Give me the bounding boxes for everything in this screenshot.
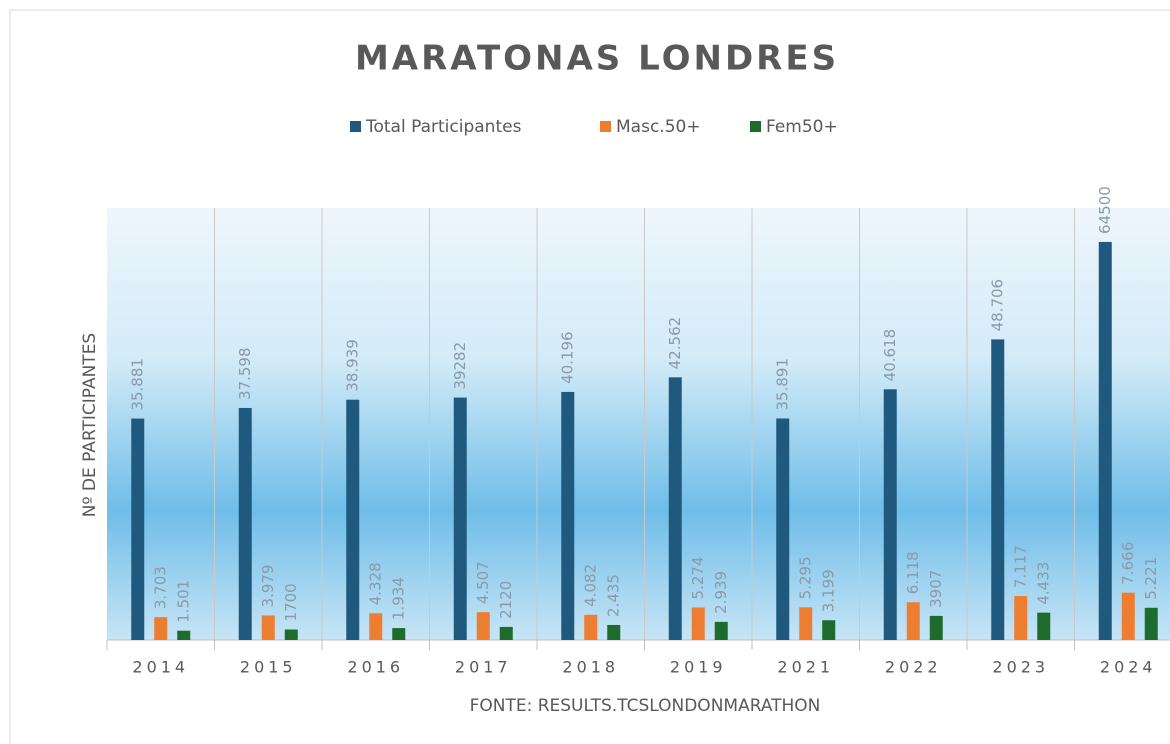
bar [799, 607, 813, 640]
bar [668, 377, 682, 640]
bar [1121, 592, 1135, 640]
x-tick-label: 2023 [992, 658, 1049, 677]
data-label: 40.196 [558, 331, 576, 384]
legend-swatch [600, 121, 611, 132]
bar [284, 629, 298, 640]
data-label: 3907 [927, 570, 945, 608]
bar [906, 602, 920, 640]
data-label: 35.881 [128, 358, 146, 411]
data-label: 3.979 [259, 564, 277, 607]
chart-title: MARATONAS LONDRES [355, 39, 839, 79]
data-label: 4.082 [581, 564, 599, 607]
bar [392, 628, 406, 640]
bar [776, 418, 790, 640]
legend-label: Masc.50+ [616, 117, 701, 137]
bar [1037, 612, 1051, 640]
data-label: 4.433 [1034, 562, 1052, 605]
bar [499, 626, 513, 640]
x-tick-label: 2022 [885, 658, 942, 677]
data-label: 2.939 [712, 571, 730, 614]
bar [476, 612, 490, 640]
data-label: 2.435 [604, 574, 622, 617]
legend-swatch [350, 121, 361, 132]
data-label: 7.666 [1119, 542, 1137, 585]
data-label: 35.891 [773, 358, 791, 411]
legend-label: Total Participantes [365, 117, 522, 137]
bar [607, 624, 621, 640]
bar [1098, 241, 1112, 640]
bar [154, 617, 168, 640]
data-label: 4.507 [474, 561, 492, 604]
bar [261, 615, 275, 640]
data-label: 37.598 [236, 347, 254, 400]
x-tick-label: 2018 [562, 658, 619, 677]
legend-swatch [750, 121, 761, 132]
data-label: 40.618 [881, 329, 899, 382]
bar [177, 630, 191, 640]
data-label: 38.939 [343, 339, 361, 392]
x-tick-label: 2015 [240, 658, 297, 677]
data-label: 5.274 [689, 556, 707, 599]
data-label: 2120 [497, 581, 515, 619]
x-tick-label: 2017 [455, 658, 512, 677]
x-tick-label: 2016 [347, 658, 404, 677]
x-tick-label: 2021 [777, 658, 834, 677]
data-label: 3.703 [151, 566, 169, 609]
y-axis-label: Nº DE PARTICIPANTES [80, 333, 100, 517]
x-tick-label: 2024 [1100, 658, 1157, 677]
data-label: 1.934 [389, 577, 407, 620]
bar [1144, 607, 1158, 640]
bar [714, 621, 728, 640]
data-label: 6.118 [904, 551, 922, 594]
bar [691, 607, 705, 640]
bar [453, 397, 467, 640]
bar [584, 614, 598, 640]
data-label: 64500 [1096, 186, 1114, 234]
bar [822, 620, 836, 640]
bar [883, 389, 897, 640]
frame [9, 9, 1170, 744]
data-label: 1.501 [174, 580, 192, 623]
bar [561, 391, 575, 640]
data-label: 42.562 [666, 317, 684, 370]
data-label: 1700 [282, 583, 300, 621]
data-label: 7.117 [1011, 545, 1029, 588]
data-label: 4.328 [366, 562, 384, 605]
data-label: 5.221 [1142, 557, 1160, 600]
bar [131, 418, 145, 640]
bar [1014, 596, 1028, 640]
bar [238, 407, 252, 640]
data-label: 5.295 [796, 556, 814, 599]
bar [346, 399, 360, 640]
bar [929, 615, 943, 640]
bar [369, 613, 383, 640]
source: FONTE: RESULTS.TCSLONDONMARATHON [470, 696, 821, 716]
data-label: 39282 [451, 342, 469, 390]
x-tick-label: 2019 [670, 658, 727, 677]
legend-label: Fem50+ [766, 117, 838, 137]
data-label: 3.199 [819, 569, 837, 612]
data-label: 48.706 [988, 279, 1006, 332]
x-tick-label: 2014 [132, 658, 189, 677]
bar [991, 339, 1005, 640]
